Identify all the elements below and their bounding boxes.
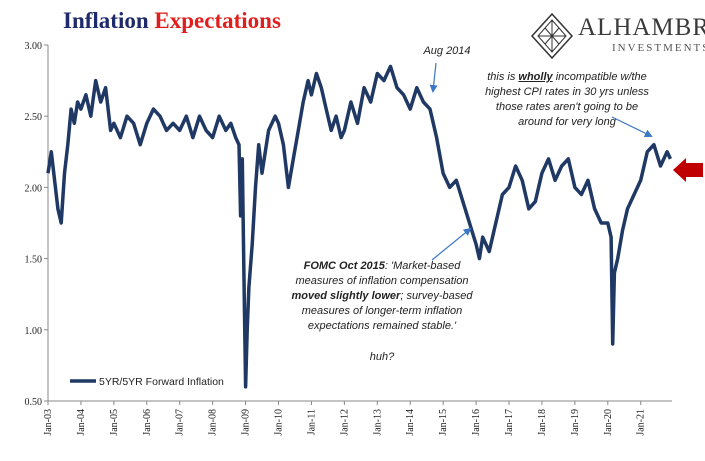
annotation-fomc: FOMC Oct 2015: 'Market-based measures of…	[282, 259, 482, 334]
x-tick-label: Jan-20	[603, 409, 614, 436]
x-tick-label: Jan-18	[537, 409, 548, 436]
brand-sub: INVESTMENTS	[612, 42, 705, 54]
ann-incompatible-line5: around for very long	[518, 116, 616, 128]
ann-fomc-emphasis: moved slightly lower	[291, 290, 401, 302]
annotation-huh: huh?	[369, 351, 395, 363]
ann-fomc-line5: measures of longer-term inflation	[301, 305, 463, 317]
title-part1: Inflation	[63, 8, 149, 33]
x-tick-label: Jan-16	[471, 409, 482, 436]
brand-logo: ALHAMBRA INVESTMENTS	[530, 12, 705, 60]
brand-name: ALHAMBRA	[578, 14, 705, 41]
x-tick-label: Jan-06	[142, 409, 153, 436]
ann-fomc-line4: ; survey-based	[400, 290, 473, 302]
x-tick-label: Jan-13	[372, 409, 383, 436]
x-axis: Jan-03 Jan-04 Jan-05 Jan-06 Jan-07 Jan-08 Jan-…	[43, 400, 672, 436]
annotation-incompatible: this is wholly incompatible w/the highes…	[462, 70, 672, 130]
y-tick-label: 1.00	[25, 326, 43, 337]
x-tick-label: Jan-07	[175, 409, 186, 436]
ann-fomc-line1: : 'Market-based	[384, 260, 461, 272]
x-tick-label: Jan-05	[109, 409, 120, 436]
ann-fomc-line2: measures of inflation compensation	[295, 275, 469, 287]
arrow-incompatible	[611, 116, 653, 137]
ann-incompatible-line4: those rates aren't going to be	[495, 101, 639, 113]
annotation-aug2014: Aug 2014	[423, 45, 471, 57]
x-tick-label: Jan-09	[241, 409, 252, 436]
title-part2: Expectations	[154, 8, 281, 33]
x-tick-label: Jan-12	[339, 409, 350, 436]
x-tick-label: Jan-14	[405, 409, 416, 436]
y-tick-label: 1.50	[25, 255, 43, 266]
y-axis: 0.50 1.00 1.50 2.00 2.50 3.00	[25, 41, 49, 408]
diamond-logo-icon	[530, 12, 574, 60]
ann-incompatible-line3: highest CPI rates in 30 yrs unless	[485, 86, 649, 98]
red-arrow-icon	[673, 158, 703, 182]
y-tick-label: 2.00	[25, 183, 43, 194]
x-tick-label: Jan-08	[208, 409, 219, 436]
ann-fomc-line6: expectations remained stable.'	[307, 320, 457, 332]
chart-title: Inflation Expectations	[63, 8, 281, 34]
series-line-5yr5yr	[46, 64, 672, 389]
ann-incompatible-line0: this is	[487, 71, 516, 83]
arrow-aug2014	[429, 62, 438, 93]
annotation-arrows	[429, 62, 703, 261]
x-tick-label: Jan-03	[43, 409, 54, 436]
series-layer	[46, 64, 672, 389]
ann-incompatible-emphasis: wholly	[518, 71, 553, 83]
y-tick-label: 2.50	[25, 112, 43, 123]
y-tick-label: 3.00	[25, 41, 43, 52]
x-tick-label: Jan-10	[274, 409, 285, 436]
x-tick-label: Jan-04	[76, 409, 87, 436]
x-tick-label: Jan-21	[636, 409, 647, 436]
ann-fomc-heading: FOMC Oct 2015	[303, 260, 385, 272]
x-tick-label: Jan-15	[438, 409, 449, 436]
legend: 5YR/5YR Forward Inflation	[70, 376, 224, 388]
ann-incompatible-line2: incompatible w/the	[555, 71, 647, 83]
x-tick-label: Jan-19	[570, 409, 581, 436]
x-tick-label: Jan-17	[504, 409, 515, 436]
arrow-fomc	[431, 227, 472, 261]
y-tick-label: 0.50	[25, 397, 43, 408]
legend-label: 5YR/5YR Forward Inflation	[99, 376, 224, 388]
x-tick-label: Jan-11	[306, 409, 317, 435]
